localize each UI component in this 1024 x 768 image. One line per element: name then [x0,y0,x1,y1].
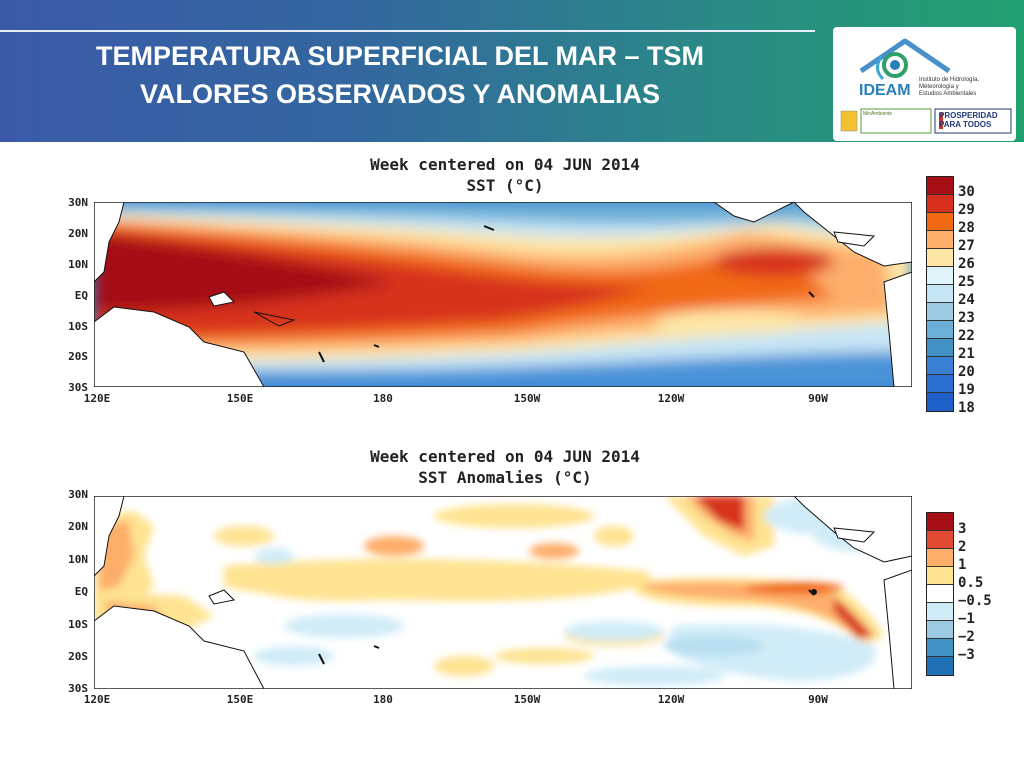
colorbar-swatch [927,513,953,531]
sst-map [94,202,912,387]
colorbar-swatch [927,639,953,657]
sst-lat-label: 10S [68,320,88,333]
sst-lon-label: 150W [513,392,541,405]
sst-lat-label: EQ [74,289,88,302]
anom-lat-label: 20S [68,650,88,663]
ideam-logo: IDEAM Instituto de Hidrología, Meteorolo… [833,27,1016,141]
sst-lat-label: 20N [68,227,88,240]
colorbar-swatch [927,231,953,249]
colorbar-swatch [927,603,953,621]
colorbar-swatch [927,213,953,231]
colorbar-label: 0.5 [958,575,984,591]
anom-lon-label: 150W [513,693,541,706]
colorbar-swatch [927,549,953,567]
colorbar-label: 21 [958,346,975,362]
anom-lon-label: 120W [657,693,685,706]
colorbar-swatch [927,531,953,549]
colorbar-label: −1 [958,611,975,627]
anom-lon-label: 90W [808,693,828,706]
colorbar-label: −0.5 [958,593,992,609]
page-title-line1: TEMPERATURA SUPERFICIAL DEL MAR – TSM [95,41,705,71]
anomaly-map [94,496,912,689]
anom-lat-label: 30N [68,488,88,501]
anomaly-colorbar [926,512,954,676]
prosperidad-logo: PROSPERIDAD PARA TODOS [939,111,998,129]
ideam-wordmark: IDEAM [859,82,911,99]
colorbar-swatch [927,585,953,603]
colorbar-label: 30 [958,184,975,200]
sst-lat-label: 20S [68,350,88,363]
colorbar-label: 29 [958,202,975,218]
colorbar-swatch [927,285,953,303]
colorbar-label: 18 [958,400,975,416]
colorbar-label: 19 [958,382,975,398]
colorbar-swatch [927,303,953,321]
colorbar-label: 20 [958,364,975,380]
anom-lat-label: 10S [68,618,88,631]
colorbar-swatch [927,339,953,357]
colorbar-swatch [927,567,953,585]
anom-lon-label: 120E [83,693,111,706]
colorbar-label: −2 [958,629,975,645]
colorbar-swatch [927,177,953,195]
colorbar-swatch [927,657,953,675]
ministry-logo: MinAmbiente [863,111,893,117]
sst-colorbar [926,176,954,412]
sst-map-subtitle: SST (°C) [466,176,544,195]
sst-lon-label: 120W [657,392,685,405]
anom-map-title: Week centered on 04 JUN 2014 [370,447,640,466]
anom-lon-label: 180 [373,693,393,706]
colorbar-swatch [927,375,953,393]
colorbar-swatch [927,267,953,285]
colorbar-label: 25 [958,274,975,290]
colorbar-swatch [927,195,953,213]
sst-lat-label: 10N [68,258,88,271]
sst-lon-label: 150E [226,392,254,405]
colorbar-label: 23 [958,310,975,326]
sst-lon-label: 90W [808,392,828,405]
colorbar-swatch [927,321,953,339]
colorbar-label: 27 [958,238,975,254]
colorbar-label: 2 [958,539,967,555]
sst-lat-label: 30S [68,381,88,394]
colorbar-label: 26 [958,256,975,272]
sst-lon-label: 180 [373,392,393,405]
colorbar-label: 3 [958,521,967,537]
colorbar-swatch [927,621,953,639]
colorbar-label: 24 [958,292,975,308]
anom-lat-label: 10N [68,553,88,566]
anom-lat-label: 30S [68,682,88,695]
colorbar-swatch [927,393,953,411]
sst-lon-label: 120E [83,392,111,405]
ideam-emblem-icon [840,38,1012,134]
sst-lat-label: 30N [68,196,88,209]
colorbar-label: −3 [958,647,975,663]
anom-lat-label: 20N [68,520,88,533]
colorbar-label: 1 [958,557,967,573]
anom-map-subtitle: SST Anomalies (°C) [418,468,592,487]
sst-map-title: Week centered on 04 JUN 2014 [370,155,640,174]
ideam-subtitle: Instituto de Hidrología, Meteorología y … [919,77,980,97]
anom-lon-label: 150E [226,693,254,706]
page-title-line2: VALORES OBSERVADOS Y ANOMALIAS [139,79,661,109]
colorbar-swatch [927,357,953,375]
colorbar-swatch [927,249,953,267]
header-divider [0,30,815,32]
header-banner: TEMPERATURA SUPERFICIAL DEL MAR – TSM VA… [0,0,1024,142]
anom-lat-label: EQ [74,585,88,598]
colorbar-label: 28 [958,220,975,236]
colorbar-label: 22 [958,328,975,344]
